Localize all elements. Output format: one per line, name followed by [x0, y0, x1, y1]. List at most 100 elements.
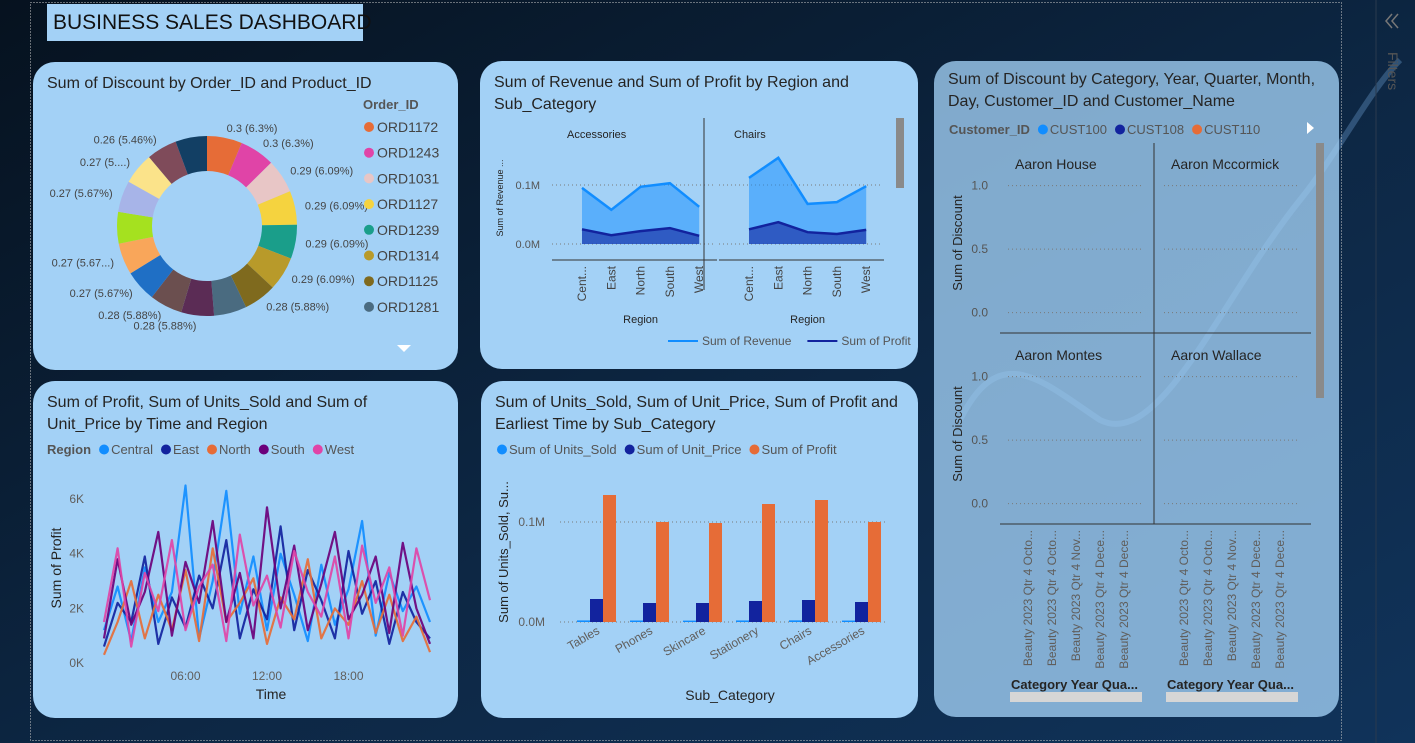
- area-line: [748, 156, 867, 206]
- pie-slice: [246, 162, 291, 205]
- scroll-arrow[interactable]: [1307, 122, 1314, 134]
- x-tick-label: Cent...: [742, 266, 756, 301]
- data-label: 0.29 (6.09%): [305, 201, 368, 213]
- bar: [868, 522, 881, 622]
- visual-title: Sum of Discount by Category, Year, Quart…: [948, 71, 1315, 110]
- panel-title: Aaron House: [1015, 156, 1097, 172]
- x-axis-title: Region: [790, 314, 825, 326]
- pie-slice: [118, 236, 161, 274]
- legend-label: ORD1031: [377, 170, 439, 186]
- x-tick-label: Beauty 2023 Qtr 4 Octo...: [1021, 530, 1035, 666]
- data-label: 0.29 (6.09%): [305, 239, 368, 251]
- pie-slice: [149, 141, 188, 184]
- area-line: [748, 220, 867, 236]
- legend-label: East: [173, 442, 199, 457]
- x-tick-label: Beauty 2023 Qtr 4 Dece...: [1273, 530, 1287, 669]
- collapse-icon[interactable]: [1385, 13, 1399, 29]
- bar: [696, 603, 709, 622]
- x-tick-label: Beauty 2023 Qtr 4 Octo...: [1177, 530, 1191, 666]
- dashboard-title: BUSINESS SALES DASHBOARD: [53, 11, 372, 34]
- data-label: 0.28 (5.88%): [98, 310, 161, 322]
- pie-slice: [258, 224, 297, 259]
- legend-swatch: [624, 444, 635, 455]
- legend-title: Customer_ID: [949, 122, 1030, 137]
- x-tick-label: South: [830, 266, 844, 297]
- legend-label: Sum of Unit_Price: [637, 442, 742, 457]
- data-label: 0.29 (6.09%): [292, 274, 355, 286]
- legend-title: Region: [47, 442, 91, 457]
- bar: [603, 495, 616, 622]
- panel-title: Aaron Montes: [1015, 347, 1102, 363]
- scrollbar: [1166, 692, 1298, 702]
- y-tick-label: 0.5: [971, 433, 988, 447]
- y-tick-label: 0.0: [971, 306, 988, 320]
- data-label: 0.3 (6.3%): [263, 138, 314, 150]
- legend-swatch: [364, 301, 374, 312]
- filters-label[interactable]: Filters: [1385, 52, 1401, 90]
- x-tick-label: Cent...: [575, 266, 589, 301]
- x-tick-label: Beauty 2023 Qtr 4 Dece...: [1117, 530, 1131, 669]
- area-line: [581, 226, 700, 238]
- title-line: Sum of Revenue and Sum of Profit by Regi…: [494, 74, 849, 91]
- data-label: 0.27 (5.67%): [70, 288, 133, 300]
- data-label: 0.29 (6.09%): [290, 166, 353, 178]
- panel-title: Aaron Wallace: [1171, 347, 1262, 363]
- x-tick-label: 12:00: [252, 669, 282, 683]
- pie-slice: [128, 157, 172, 199]
- x-tick-label: Beauty 2023 Qtr 4 Nov...: [1225, 530, 1239, 661]
- pie-slice: [211, 275, 247, 316]
- y-tick-label: 0.0M: [518, 615, 545, 629]
- y-tick-label: 0.0M: [516, 239, 540, 251]
- legend-label: ORD1243: [377, 145, 439, 161]
- legend-swatch: [1037, 124, 1048, 135]
- y-tick-label: 0.1M: [518, 515, 545, 529]
- y-tick-label: 4K: [69, 547, 84, 561]
- legend-label: ORD1125: [377, 273, 438, 289]
- area-fill: [582, 228, 700, 245]
- x-tick-label: West: [692, 265, 706, 293]
- pie-slice: [118, 181, 160, 218]
- scrollbar: [896, 118, 904, 188]
- bar: [736, 620, 749, 622]
- pie-slice: [117, 211, 154, 244]
- legend-label: Sum of Profit: [841, 334, 911, 348]
- x-tick-label: South: [663, 266, 677, 297]
- scrollbar: [1010, 692, 1142, 702]
- legend-swatch: [749, 444, 760, 455]
- visual-card: [481, 381, 918, 718]
- pie-slice: [151, 269, 192, 313]
- pie-slice: [130, 254, 174, 298]
- x-tick-label: Beauty 2023 Qtr 4 Dece...: [1093, 530, 1107, 669]
- pie-slice: [228, 142, 272, 188]
- panel-title: Accessories: [567, 129, 627, 141]
- legend-label: Central: [111, 442, 153, 457]
- legend-swatch: [364, 173, 374, 184]
- visual-title: Sum of Profit, Sum of Units_Sold and Sum…: [47, 394, 368, 433]
- scroll-arrow[interactable]: [397, 345, 411, 352]
- line-series: [102, 506, 432, 645]
- panel-title: Chairs: [734, 129, 766, 141]
- x-tick-label: North: [634, 266, 648, 295]
- legend-swatch: [160, 444, 171, 455]
- title-box: [47, 4, 363, 41]
- y-tick-label: 0K: [69, 656, 84, 670]
- canvas-border: [30, 2, 1342, 741]
- y-tick-label: 6K: [69, 492, 84, 506]
- legend-swatch: [258, 444, 269, 455]
- legend-title: Order_ID: [363, 97, 419, 112]
- area-line: [581, 181, 700, 212]
- title-line: Unit_Price by Time and Region: [47, 416, 268, 433]
- line-series: [102, 525, 431, 647]
- legend-label: CUST100: [1050, 122, 1107, 137]
- visual-title: Sum of Revenue and Sum of Profit by Regi…: [494, 74, 849, 113]
- x-axis-title: Sub_Category: [685, 687, 775, 703]
- legend-label: West: [325, 442, 355, 457]
- x-tick-label: 06:00: [170, 669, 200, 683]
- pie-slice: [175, 136, 207, 175]
- pie-slice: [230, 263, 273, 308]
- visual-card: [33, 381, 458, 718]
- bar: [683, 620, 696, 622]
- legend-label: ORD1281: [377, 299, 439, 315]
- y-axis-title: Sum of Revenue ...: [495, 159, 505, 236]
